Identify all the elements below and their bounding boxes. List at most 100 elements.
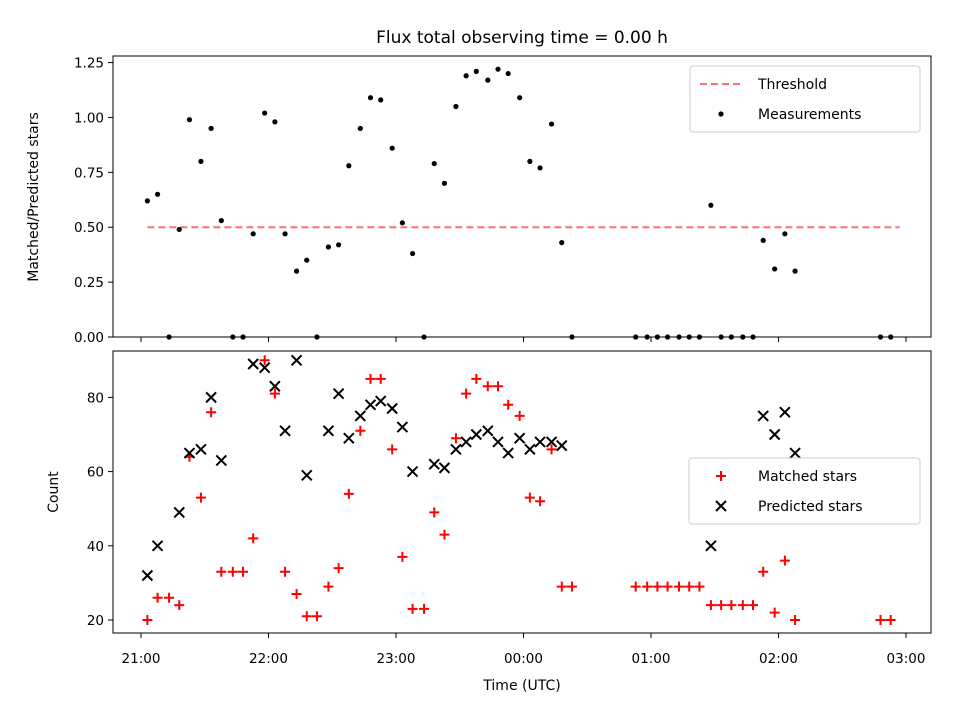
predicted-star-point xyxy=(779,406,791,418)
matched-star-point xyxy=(875,615,886,626)
predicted-star-point xyxy=(524,443,536,456)
x-tick-label: 21:00 xyxy=(122,651,161,667)
matched-star-point xyxy=(429,507,440,518)
matched-star-point xyxy=(748,600,758,611)
matched-star-point xyxy=(758,566,769,577)
measurement-point xyxy=(250,231,256,237)
measurement-point xyxy=(378,97,384,103)
predicted-star-point xyxy=(406,465,419,478)
measurement-point xyxy=(346,163,352,169)
predicted-star-point xyxy=(705,540,717,552)
matched-star-point xyxy=(705,600,716,611)
top-y-tick-label: 0.50 xyxy=(74,220,104,236)
predicted-star-point xyxy=(343,432,355,444)
measurement-point xyxy=(208,125,214,132)
matched-star-point xyxy=(482,381,493,392)
predicted-star-point xyxy=(301,469,313,482)
predicted-star-point xyxy=(269,380,281,392)
x-axis-label: Time (UTC) xyxy=(482,678,560,694)
matched-star-point xyxy=(514,410,525,421)
matched-star-point xyxy=(524,492,535,503)
measurement-point xyxy=(357,125,363,132)
matched-star-point xyxy=(674,581,685,592)
predicted-star-point xyxy=(502,447,514,459)
predicted-star-point xyxy=(757,410,769,422)
x-tick-label: 02:00 xyxy=(759,651,798,667)
bottom-y-tick-label: 20 xyxy=(87,613,104,629)
matched-star-point xyxy=(419,603,430,614)
predicted-star-point xyxy=(534,436,546,448)
measurement-point xyxy=(559,240,565,246)
matched-star-point xyxy=(790,615,801,626)
measurement-point xyxy=(772,266,778,272)
matched-star-point xyxy=(535,496,546,507)
predicted-star-point xyxy=(322,425,335,437)
measurement-point xyxy=(760,237,766,244)
measurement-point xyxy=(431,160,437,167)
matched-star-point xyxy=(450,433,461,444)
legend-measurements-label: Measurements xyxy=(758,107,861,123)
matched-star-point xyxy=(387,444,398,455)
measurement-point xyxy=(485,77,491,83)
legend-measurements-swatch xyxy=(718,111,724,117)
measurement-point xyxy=(782,231,788,237)
measurement-point xyxy=(198,158,204,164)
top-plot-frame xyxy=(112,55,932,338)
x-tick-label: 23:00 xyxy=(377,651,416,667)
matched-star-point xyxy=(652,581,663,592)
matched-star-point xyxy=(311,611,322,622)
predicted-star-point xyxy=(247,358,259,370)
matched-star-point xyxy=(164,592,175,603)
top-panel: 0.00 0.25 0.50 0.75 1.00 1.25 Matched/Predict… xyxy=(26,55,932,346)
matched-star-point xyxy=(642,581,653,592)
top-y-axis-label: Matched/Predicted stars xyxy=(26,112,42,282)
x-tick-label: 03:00 xyxy=(887,651,926,667)
measurement-point xyxy=(399,220,405,226)
bottom-legend-box xyxy=(688,457,921,525)
measurement-point xyxy=(453,103,459,110)
bottom-y-tick-label: 80 xyxy=(87,390,104,406)
bottom-legend: Matched stars Predicted stars xyxy=(688,457,921,525)
measurement-point xyxy=(495,66,501,72)
predicted-star-point xyxy=(151,540,164,552)
top-x-ticks xyxy=(140,337,907,342)
matched-star-point xyxy=(365,373,376,384)
matched-star-point xyxy=(355,425,366,436)
predicted-star-point xyxy=(450,443,462,456)
x-tick-label: 22:00 xyxy=(249,651,288,667)
matched-star-point xyxy=(779,555,790,566)
matched-star-point xyxy=(259,355,270,366)
predicted-star-point xyxy=(332,387,345,400)
predicted-star-point xyxy=(290,354,303,366)
bottom-y-axis: 20 40 60 80 xyxy=(87,390,113,629)
matched-star-point xyxy=(227,566,238,577)
measurement-point xyxy=(336,242,342,248)
top-legend: Threshold Measurements xyxy=(689,65,921,133)
measurement-point xyxy=(367,95,374,101)
predicted-star-point xyxy=(492,436,504,448)
top-y-tick-label: 0.00 xyxy=(74,330,104,346)
top-y-tick-label: 0.75 xyxy=(74,165,104,181)
matched-star-point xyxy=(269,388,280,399)
matched-star-point xyxy=(716,600,727,611)
legend-matched-label: Matched stars xyxy=(758,469,857,485)
matched-star-point xyxy=(333,563,344,574)
measurement-point xyxy=(505,70,511,77)
predicted-star-point xyxy=(768,428,781,441)
matched-star-point xyxy=(343,488,354,499)
matched-star-point xyxy=(238,566,248,577)
matched-star-point xyxy=(323,581,334,592)
predicted-star-point xyxy=(386,402,398,415)
measurement-point xyxy=(272,119,278,125)
measurement-point xyxy=(548,121,555,127)
matched-star-point xyxy=(546,444,557,455)
measurement-point xyxy=(441,180,448,186)
matched-star-point xyxy=(471,373,482,384)
predicted-star-point xyxy=(556,439,568,452)
predicted-star-point xyxy=(428,458,440,470)
top-y-axis: 0.00 0.25 0.50 0.75 1.00 1.25 xyxy=(74,56,113,346)
predicted-star-point xyxy=(173,506,185,519)
predicted-star-point xyxy=(215,454,228,467)
predicted-star-point xyxy=(205,391,217,404)
measurement-point xyxy=(218,218,224,224)
